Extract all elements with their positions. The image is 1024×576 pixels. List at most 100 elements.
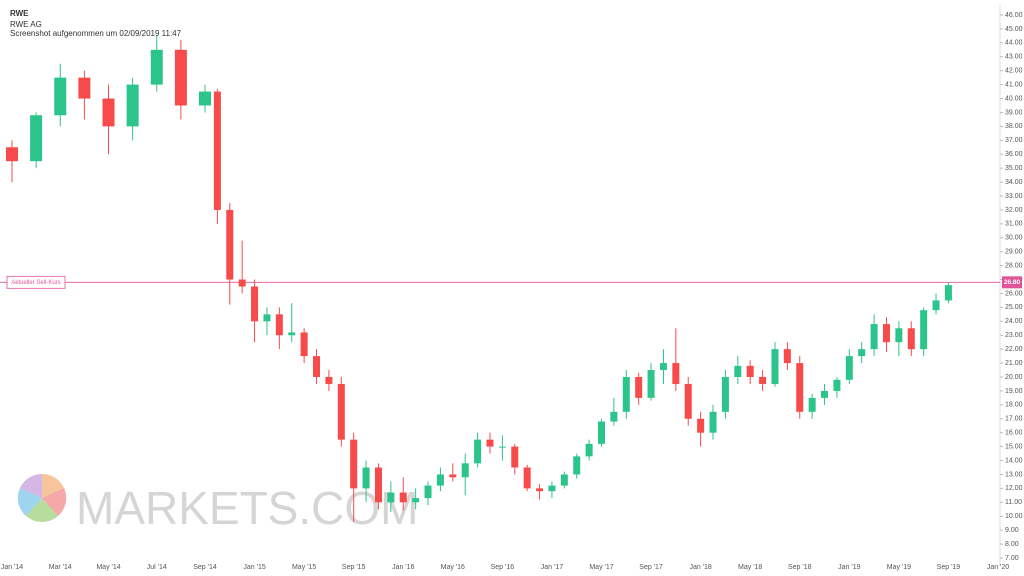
candle-body	[759, 377, 767, 384]
candle-body	[560, 474, 568, 486]
y-tick-label: 18.00	[1005, 402, 1023, 409]
logo-part	[42, 488, 67, 516]
candle-body	[858, 349, 866, 357]
x-tick-label: Jan '15	[243, 564, 265, 571]
candle-body	[746, 365, 754, 377]
y-tick-label: 11.00	[1005, 499, 1022, 506]
y-tick-label: 43.00	[1005, 54, 1023, 61]
candle-body	[932, 300, 940, 311]
y-tick-label: 25.00	[1005, 304, 1023, 311]
candle-body	[374, 467, 382, 503]
x-tick-label: Jan '17	[541, 564, 563, 571]
candle-body	[226, 209, 234, 280]
y-tick-label: 42.00	[1005, 68, 1023, 75]
candle-body	[833, 379, 841, 391]
y-tick-label: 38.00	[1005, 123, 1023, 130]
candle-body	[734, 365, 742, 377]
y-tick-label: 28.00	[1005, 262, 1023, 269]
candle-body	[721, 377, 729, 412]
y-tick-label: 26.00	[1005, 290, 1023, 297]
y-tick-label: 9.00	[1005, 527, 1019, 534]
x-tick-label: Sep '19	[937, 564, 961, 571]
candle-body	[30, 115, 43, 162]
candle-body	[313, 356, 321, 377]
candle-body	[598, 421, 605, 444]
candle-body	[263, 314, 271, 322]
candle-body	[672, 363, 680, 384]
y-tick-label: 31.00	[1005, 221, 1023, 228]
y-tick-label: 12.00	[1005, 485, 1023, 492]
x-tick-label: Jan '18	[689, 564, 711, 571]
candle-body	[771, 349, 779, 384]
x-tick-label: May '15	[292, 564, 316, 571]
candle-body	[808, 397, 816, 412]
y-tick-label: 46.00	[1005, 12, 1023, 19]
y-tick-label: 40.00	[1005, 95, 1023, 102]
candle-body	[150, 49, 163, 85]
candle-body	[821, 390, 829, 398]
screenshot-note: Screenshot aufgenommen um 02/09/2019 11:…	[10, 29, 182, 38]
candle-body	[288, 332, 296, 336]
y-tick-label: 36.00	[1005, 151, 1023, 158]
y-tick-label: 24.00	[1005, 318, 1023, 325]
candle-body	[635, 377, 643, 398]
candle-body	[199, 91, 211, 106]
candle-body	[647, 370, 655, 398]
x-tick-label: Jan '20	[987, 564, 1009, 571]
candle-body	[449, 474, 457, 478]
candle-body	[548, 485, 556, 492]
x-tick-label: Jul '14	[147, 564, 167, 571]
y-tick-label: 33.00	[1005, 193, 1023, 200]
y-tick-label: 34.00	[1005, 179, 1023, 186]
y-tick-label: 15.00	[1005, 443, 1023, 450]
candle-body	[659, 363, 667, 371]
x-tick-label: Sep '14	[193, 564, 217, 571]
candle-body	[622, 377, 630, 412]
x-tick-label: May '14	[96, 564, 120, 571]
y-tick-label: 44.00	[1005, 40, 1023, 47]
y-tick-label: 17.00	[1005, 416, 1023, 423]
candle-body	[536, 488, 544, 492]
candle-body	[796, 363, 804, 412]
candle-body	[362, 467, 370, 489]
y-tick-label: 45.00	[1005, 26, 1023, 33]
candle-body	[238, 279, 246, 287]
y-tick-label: 35.00	[1005, 165, 1023, 172]
candle-body	[610, 411, 618, 422]
x-tick-label: May '19	[887, 564, 911, 571]
x-tick-label: May '18	[738, 564, 762, 571]
candle-body	[102, 98, 115, 127]
candle-body	[54, 77, 67, 116]
logo-part	[26, 498, 58, 523]
candle-body	[882, 324, 890, 343]
chart-title: RWE	[10, 9, 29, 18]
current-price-label: Aktueller Sell-Kurs	[11, 280, 60, 286]
x-tick-label: Sep '15	[342, 564, 366, 571]
x-tick-label: Sep '17	[639, 564, 663, 571]
x-tick-label: Jan '14	[1, 564, 23, 571]
candle-body	[523, 467, 531, 489]
x-tick-label: May '16	[441, 564, 465, 571]
candle-body	[697, 418, 705, 433]
y-tick-label: 14.00	[1005, 457, 1023, 464]
candle-body	[486, 439, 494, 447]
x-tick-label: Sep '16	[491, 564, 515, 571]
y-tick-label: 32.00	[1005, 207, 1023, 214]
candle-body	[895, 328, 903, 343]
x-tick-label: Jan '19	[838, 564, 860, 571]
y-tick-label: 37.00	[1005, 137, 1023, 144]
candle-body	[337, 383, 345, 440]
candle-body	[783, 349, 791, 364]
y-tick-label: 20.00	[1005, 374, 1023, 381]
watermark: MARKETS.COM	[17, 473, 418, 534]
candle-body	[412, 498, 420, 503]
candle-body	[251, 286, 259, 322]
candle-body	[350, 439, 358, 489]
logo-part	[42, 473, 64, 498]
x-tick-label: Mar '14	[49, 564, 72, 571]
candle-body	[213, 91, 221, 210]
current-price-value: 26.80	[1004, 279, 1021, 286]
candle-body	[6, 147, 18, 162]
candle-body	[461, 463, 469, 478]
logo-part	[20, 473, 42, 498]
